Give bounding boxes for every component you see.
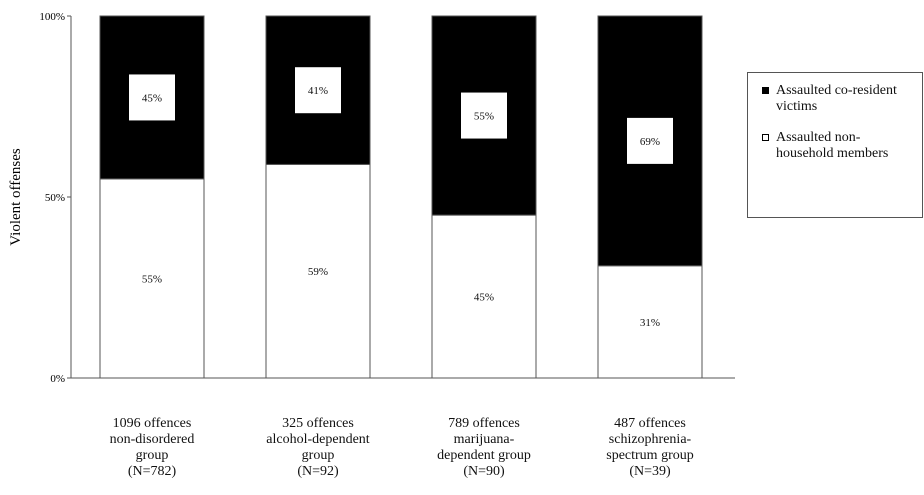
legend-label-line: victims <box>776 99 818 114</box>
legend-label-line: household members <box>776 146 889 161</box>
legend-swatch-co-resident <box>762 87 769 94</box>
x-category-label-line: group <box>301 448 335 463</box>
data-label: 45% <box>474 292 494 304</box>
x-category-label-line: (N=39) <box>629 464 671 479</box>
data-label-box <box>627 117 673 164</box>
bars <box>99 15 703 379</box>
data-label: 55% <box>474 111 494 123</box>
y-tick-label: 50% <box>45 192 65 204</box>
x-category-label-line: (N=90) <box>463 464 505 479</box>
data-label-box <box>295 67 341 114</box>
data-label: 31% <box>640 317 660 329</box>
data-label-box <box>129 74 175 121</box>
x-category-label: 789 offences marijuana-dependent group (N=… <box>404 416 564 480</box>
y-tick-label: 0% <box>50 373 65 385</box>
x-category-label-line: 789 offences <box>448 416 520 431</box>
x-category-label-line: (N=92) <box>297 464 339 479</box>
data-label: 69% <box>640 136 660 148</box>
data-label-box <box>461 92 507 139</box>
x-category-label: 487 offences schizophrenia-spectrum group… <box>570 416 730 480</box>
bar-data-labels: 55% 45% 59% 41% 45% 55% 31% 69% <box>129 67 673 329</box>
x-category-label-line: marijuana- <box>453 432 515 447</box>
legend-label-line: Assaulted co-resident <box>776 83 897 98</box>
y-axis-label: Violent offenses <box>8 148 24 246</box>
legend-label-line: Assaulted non- <box>776 130 861 145</box>
legend-swatch-non-household <box>762 134 769 141</box>
x-category-label-line: schizophrenia- <box>608 432 692 447</box>
data-label: 41% <box>308 85 328 97</box>
bar-segment-non-household <box>431 214 537 379</box>
x-category-label: 325 offences alcohol-dependent group (N=92) <box>238 416 398 480</box>
data-label: 59% <box>308 266 328 278</box>
y-tick-label: 100% <box>39 11 65 23</box>
bar-segment-non-household <box>265 163 371 379</box>
x-category-label: 1096 offences non-disordered group (N=782) <box>72 416 232 480</box>
data-label: 45% <box>142 92 162 104</box>
legend: Assaulted co-resident victims Assaulted … <box>747 72 923 218</box>
x-category-label-line: group <box>135 448 169 463</box>
bar-segment-non-household <box>597 265 703 379</box>
data-label: 55% <box>142 273 162 285</box>
x-category-label-line: 325 offences <box>282 416 354 431</box>
x-category-label-line: non-disordered <box>109 432 195 447</box>
x-category-label-line: dependent group <box>437 448 531 463</box>
x-category-label-line: spectrum group <box>606 448 694 463</box>
x-category-label-line: 1096 offences <box>112 416 192 431</box>
x-category-label-line: alcohol-dependent <box>266 432 370 447</box>
x-category-label-line: (N=782) <box>127 464 177 479</box>
x-category-label-line: 487 offences <box>614 416 686 431</box>
